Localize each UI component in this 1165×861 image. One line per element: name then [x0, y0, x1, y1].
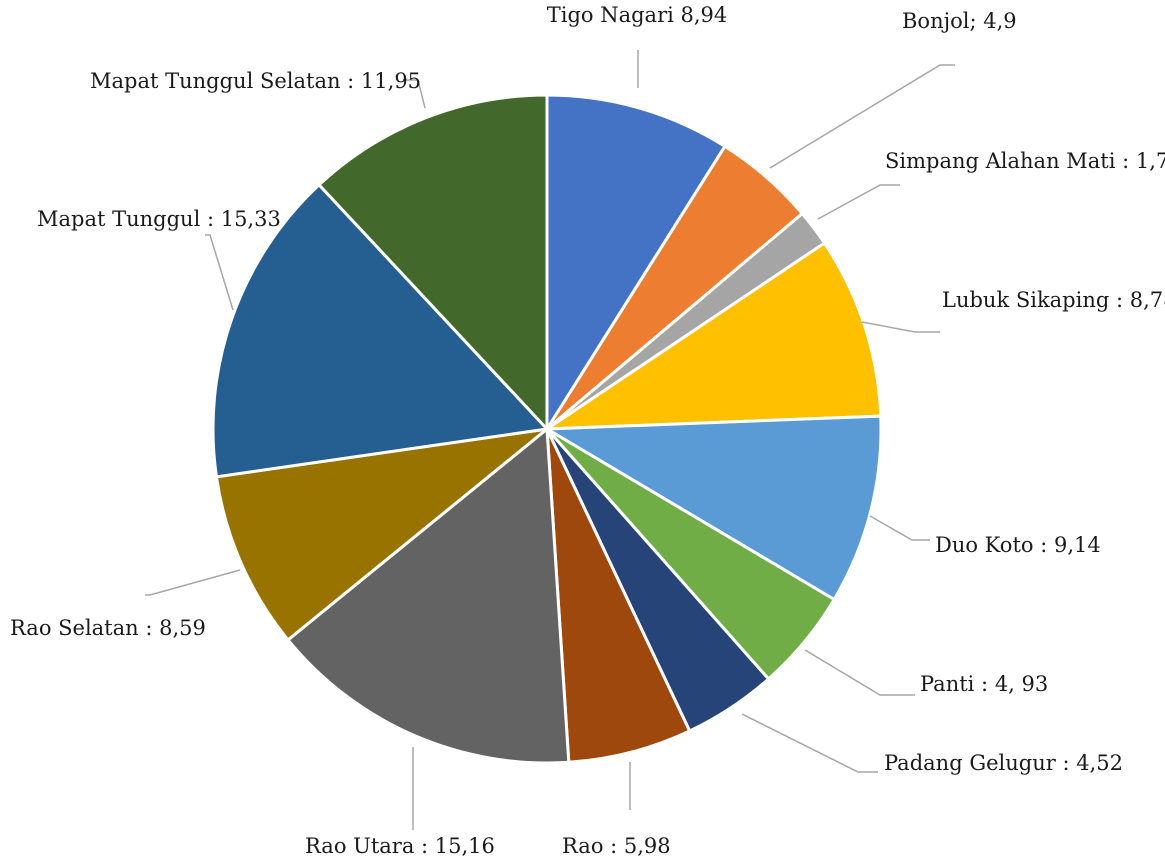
leader-line-rao-selatan: [145, 569, 241, 596]
slice-label-simpang-alahan-mati: Simpang Alahan Mati : 1,76: [885, 149, 1165, 173]
leader-line-mapat-tunggul-selatan: [403, 79, 426, 109]
leader-line-simpang-alahan-mati: [817, 184, 900, 220]
slice-label-bonjol: Bonjol; 4,9: [902, 9, 1017, 33]
pie-slice-mapat-tunggul-selatan: [317, 93, 549, 431]
slice-label-rao-utara: Rao Utara : 15,16: [305, 834, 495, 858]
slice-label-lubuk-sikaping: Lubuk Sikaping : 8,78: [942, 288, 1165, 312]
slice-label-rao: Rao : 5,98: [562, 834, 671, 858]
pie-slices: [211, 93, 883, 765]
pie-slice-rao-selatan: [214, 427, 549, 642]
pie-slice-rao-utara: [286, 427, 571, 765]
slice-label-mapat-tunggul: Mapat Tunggul : 15,33: [37, 207, 281, 231]
leader-line-duo-koto: [869, 515, 930, 541]
slice-labels: Tigo Nagari 8,94 Bonjol; 4,9 Simpang Alaha…: [10, 3, 1165, 858]
slice-label-mapat-tunggul-selatan: Mapat Tunggul Selatan : 11,95: [90, 69, 421, 93]
pie-slice-tigo-nagari: [545, 93, 727, 431]
leader-lines: [145, 50, 955, 830]
slice-label-rao-selatan: Rao Selatan : 8,59: [10, 616, 206, 640]
slice-label-tigo-nagari: Tigo Nagari 8,94: [547, 3, 728, 27]
slice-label-padang-gelugur: Padang Gelugur : 4,52: [884, 751, 1123, 775]
pie-slice-lubuk-sikaping: [545, 241, 883, 431]
leader-line-padang-gelugur: [741, 713, 878, 773]
leader-line-mapat-tunggul: [205, 234, 234, 311]
leader-line-panti: [804, 649, 915, 696]
leader-line-bonjol: [769, 64, 955, 169]
slice-label-duo-koto: Duo Koto : 9,14: [935, 533, 1101, 557]
pie-slice-mapat-tunggul: [211, 183, 549, 479]
leader-line-lubuk-sikaping: [861, 321, 940, 333]
pie-slice-duo-koto: [545, 414, 883, 601]
pie-slice-rao: [545, 427, 692, 764]
slice-label-panti: Panti : 4, 93: [920, 672, 1048, 696]
